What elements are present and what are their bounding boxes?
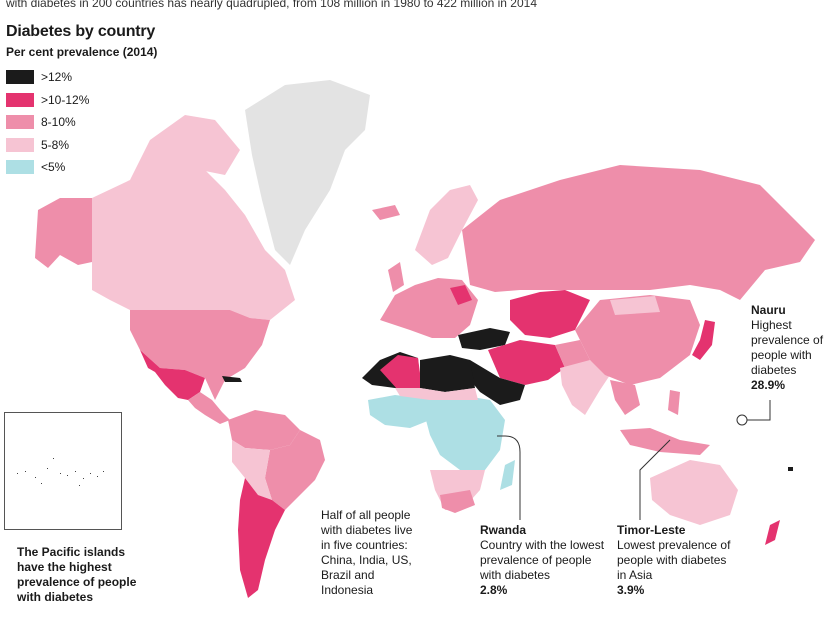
legend-item: 5-8% (6, 134, 89, 157)
argentina (238, 478, 285, 598)
intro-text: with diabetes in 200 countries has nearl… (6, 0, 537, 10)
peru-bolivia (232, 440, 272, 500)
uk (388, 262, 404, 292)
eastern-europe (450, 285, 472, 305)
madagascar (500, 460, 515, 490)
nauru-text: Highest prevalence of people with diabet… (751, 318, 824, 377)
chart-subtitle: Per cent prevalence (2014) (6, 45, 158, 59)
rwanda-value: 2.8% (480, 583, 508, 597)
philippines (668, 390, 680, 415)
algeria (380, 355, 422, 390)
half-annotation-text: Half of all people with diabetes live in… (321, 508, 413, 597)
legend-label: 5-8% (41, 137, 70, 152)
mexico (140, 350, 205, 400)
arabia (466, 360, 525, 405)
venezuela-colombia (228, 410, 300, 450)
legend-swatch (6, 115, 34, 130)
south-africa (440, 490, 475, 513)
rwanda-callout-line (497, 435, 521, 520)
nauru-callout-line (746, 400, 771, 421)
pacific-inset-map (4, 412, 122, 530)
timor-callout-line (639, 439, 671, 520)
legend: >12% >10-12% 8-10% 5-8% <5% (6, 66, 89, 179)
pacific-annotation: The Pacific islands have the highest pre… (17, 545, 152, 605)
nauru-marker (736, 414, 748, 426)
greenland (245, 80, 370, 265)
libya-egypt (420, 355, 475, 392)
timor-text: Lowest prevalence of people with diabete… (617, 538, 731, 582)
scandinavia (415, 185, 478, 265)
new-zealand (765, 520, 780, 545)
rwanda-text: Country with the lowest prevalence of pe… (480, 538, 605, 582)
nauru-annotation: Nauru Highest prevalence of people with … (751, 303, 827, 393)
legend-item: <5% (6, 156, 89, 179)
nauru-value: 28.9% (751, 378, 786, 392)
timor-title: Timor-Leste (617, 523, 686, 537)
turkey (458, 328, 510, 350)
alaska (35, 198, 92, 268)
legend-swatch (6, 160, 34, 175)
timor-value: 3.9% (617, 583, 645, 597)
iran (488, 340, 565, 385)
west-africa (368, 395, 430, 428)
nauru-title: Nauru (751, 303, 786, 317)
canada (92, 160, 295, 320)
legend-swatch (6, 137, 34, 152)
central-africa (420, 395, 505, 470)
russia (462, 165, 815, 300)
legend-label: >12% (41, 70, 73, 85)
half-annotation: Half of all people with diabetes live in… (321, 508, 421, 598)
australia (650, 460, 738, 525)
indonesia (620, 428, 710, 455)
china (575, 295, 700, 385)
caribbean (222, 376, 242, 382)
iceland (372, 205, 400, 220)
canada-islands (130, 115, 240, 180)
rwanda-annotation: Rwanda Country with the lowest prevalenc… (480, 523, 610, 598)
india (560, 360, 610, 415)
legend-item: >12% (6, 66, 89, 89)
usa (130, 310, 270, 400)
chart-title: Diabetes by country (6, 23, 156, 40)
central-america (188, 392, 230, 424)
pacific-island (788, 467, 793, 471)
legend-label: >10-12% (41, 92, 90, 107)
legend-swatch (6, 70, 34, 85)
japan (692, 320, 715, 360)
legend-label: <5% (41, 160, 66, 175)
sahel (395, 388, 478, 400)
pacific-inset-dots (17, 458, 104, 486)
legend-swatch (6, 92, 34, 107)
pacific-annotation-text: The Pacific islands have the highest pre… (17, 545, 137, 604)
se-asia (610, 380, 640, 415)
legend-item: >10-12% (6, 89, 89, 112)
timor-annotation: Timor-Leste Lowest prevalence of people … (617, 523, 732, 598)
mongolia (610, 296, 660, 315)
rwanda-title: Rwanda (480, 523, 527, 537)
kazakhstan (510, 290, 590, 338)
legend-item: 8-10% (6, 111, 89, 134)
legend-label: 8-10% (41, 115, 76, 130)
brazil (265, 430, 325, 510)
